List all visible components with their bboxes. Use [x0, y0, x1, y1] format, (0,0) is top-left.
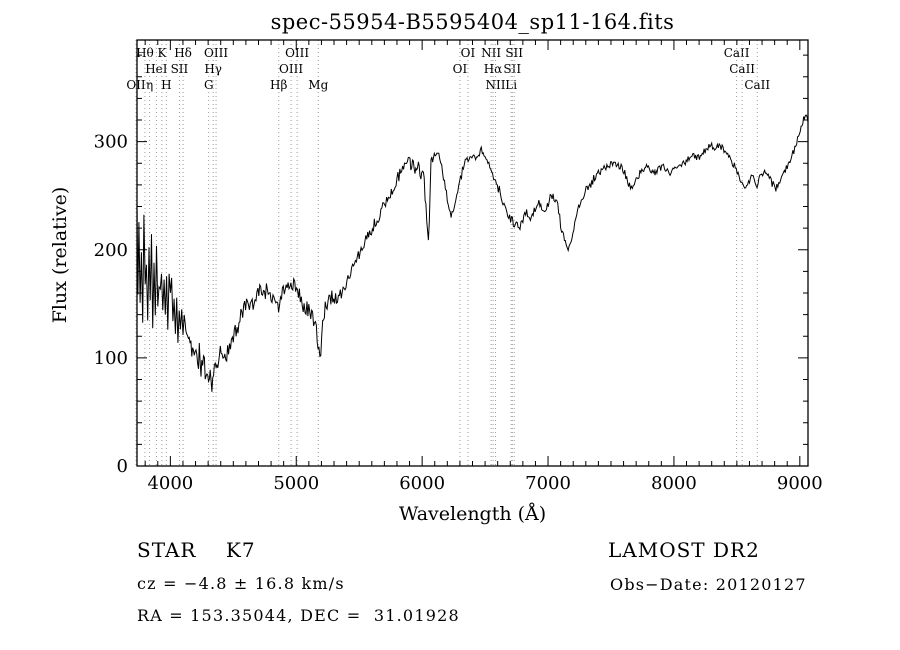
spectral-line-label: Hθ [136, 46, 154, 60]
y-tick-label: 300 [94, 132, 128, 153]
spectral-line-label: NII [481, 46, 501, 60]
y-axis-label: Flux (relative) [49, 186, 71, 324]
spectral-line-label: Mg [308, 78, 328, 92]
spectral-line-label: OI [461, 46, 476, 60]
spectral-line-label: G [204, 78, 214, 92]
obs-date-text: Obs−Date: 20120127 [610, 575, 807, 594]
spectral-line-label: OIII [279, 62, 303, 76]
x-tick-label: 4000 [147, 473, 193, 494]
spectral-line-label: SII [505, 46, 523, 60]
spectral-line-label: K [157, 46, 167, 60]
spectral-line-label: NII [486, 78, 506, 92]
spectral-line-label: HeI [145, 62, 168, 76]
y-tick-label: 200 [94, 240, 128, 261]
spectral-line-label: CaII [744, 78, 770, 92]
plot-border [136, 39, 809, 467]
spectral-line-label: Hβ [270, 78, 287, 92]
spectral-line-label: Li [505, 78, 517, 92]
spectral-line-label: SII [503, 62, 521, 76]
y-tick-label: 0 [117, 456, 128, 477]
x-tick-label: 7000 [525, 473, 571, 494]
x-tick-label: 8000 [651, 473, 697, 494]
cz-velocity-text: cz = −4.8 ± 16.8 km/s [137, 574, 345, 593]
y-tick-label: 100 [94, 348, 128, 369]
spectral-line-label: OI [453, 62, 468, 76]
spectrum-line [136, 114, 809, 392]
spectral-line-label: CaII [724, 46, 750, 60]
spectral-line-label: SII [171, 62, 189, 76]
x-tick-label: 9000 [777, 473, 823, 494]
x-tick-label: 6000 [399, 473, 445, 494]
ra-dec-text: RA = 153.35044, DEC = 31.01928 [137, 606, 460, 625]
object-class-text: STAR K7 [137, 538, 256, 562]
x-axis-label: Wavelength (Å) [398, 503, 547, 525]
spectral-line-label: OII [126, 78, 146, 92]
survey-name-text: LAMOST DR2 [608, 538, 760, 562]
x-tick-label: 5000 [273, 473, 319, 494]
spectral-line-label: η [146, 78, 153, 92]
plot-title: spec-55954-B5595404_sp11-164.fits [270, 10, 675, 34]
spectral-line-label: OIII [204, 46, 228, 60]
spectral-line-label: H [161, 78, 171, 92]
spectral-line-label: Hα [484, 62, 503, 76]
spectral-line-label: OIII [285, 46, 309, 60]
spectral-line-label: Hγ [204, 62, 222, 76]
spectral-line-label: Hδ [174, 46, 192, 60]
spectral-line-label: CaII [729, 62, 755, 76]
